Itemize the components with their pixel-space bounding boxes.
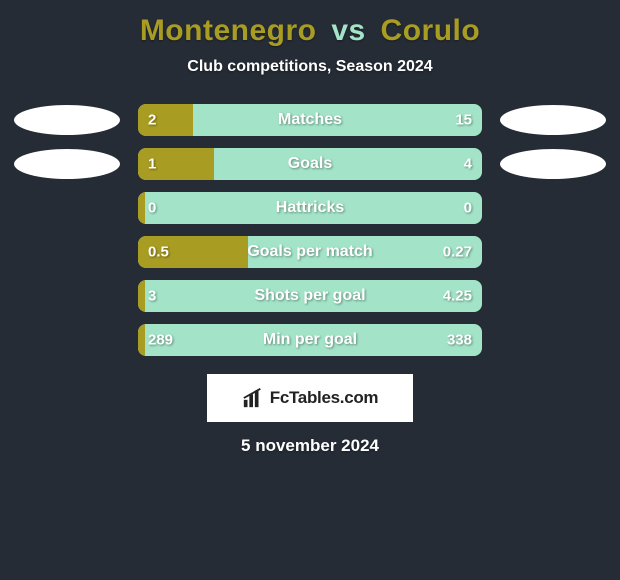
stat-value-right: 4 [464, 156, 472, 173]
stat-bar: 0 Hattricks 0 [138, 192, 482, 224]
logo-text: FcTables.com [270, 388, 379, 408]
bar-left-fill [138, 104, 193, 136]
comparison-card: Montenegro vs Corulo Club competitions, … [0, 0, 620, 580]
team1-logo-placeholder [14, 149, 120, 179]
team2-logo-placeholder [500, 149, 606, 179]
stat-row: 2 Matches 15 [0, 104, 620, 136]
stat-bar: 1 Goals 4 [138, 148, 482, 180]
stat-value-left: 2 [148, 112, 156, 129]
stat-value-left: 289 [148, 332, 173, 349]
bar-chart-icon [242, 387, 264, 409]
stat-label: Matches [278, 111, 342, 129]
stat-value-right: 4.25 [443, 288, 472, 305]
player1-name: Montenegro [140, 14, 317, 47]
spacer [14, 281, 120, 311]
stat-row: 289 Min per goal 338 [0, 324, 620, 356]
bar-left-fill [138, 192, 145, 224]
stat-label: Goals [288, 155, 332, 173]
stats-container: 2 Matches 15 1 Goals 4 0 Hattricks 0 0.5 Goals per… [0, 104, 620, 356]
spacer [500, 193, 606, 223]
stat-row: 1 Goals 4 [0, 148, 620, 180]
stat-value-right: 338 [447, 332, 472, 349]
stat-label: Hattricks [276, 199, 344, 217]
spacer [14, 325, 120, 355]
page-title: Montenegro vs Corulo [0, 14, 620, 48]
spacer [500, 325, 606, 355]
stat-bar: 3 Shots per goal 4.25 [138, 280, 482, 312]
stat-bar: 289 Min per goal 338 [138, 324, 482, 356]
stat-row: 3 Shots per goal 4.25 [0, 280, 620, 312]
source-logo[interactable]: FcTables.com [207, 374, 413, 422]
stat-label: Goals per match [247, 243, 372, 261]
stat-value-right: 0.27 [443, 244, 472, 261]
stat-value-left: 0.5 [148, 244, 169, 261]
subtitle: Club competitions, Season 2024 [0, 58, 620, 76]
stat-label: Shots per goal [254, 287, 365, 305]
spacer [14, 193, 120, 223]
bar-left-fill [138, 324, 145, 356]
stat-label: Min per goal [263, 331, 357, 349]
team1-logo-placeholder [14, 105, 120, 135]
stat-bar: 2 Matches 15 [138, 104, 482, 136]
team2-logo-placeholder [500, 105, 606, 135]
bar-left-fill [138, 280, 145, 312]
stat-bar: 0.5 Goals per match 0.27 [138, 236, 482, 268]
stat-row: 0 Hattricks 0 [0, 192, 620, 224]
stat-value-left: 0 [148, 200, 156, 217]
stat-row: 0.5 Goals per match 0.27 [0, 236, 620, 268]
player2-name: Corulo [381, 14, 481, 47]
date-text: 5 november 2024 [0, 436, 620, 456]
spacer [500, 281, 606, 311]
spacer [500, 237, 606, 267]
title-vs: vs [331, 14, 365, 47]
spacer [14, 237, 120, 267]
stat-value-left: 1 [148, 156, 156, 173]
stat-value-left: 3 [148, 288, 156, 305]
stat-value-right: 0 [464, 200, 472, 217]
stat-value-right: 15 [455, 112, 472, 129]
